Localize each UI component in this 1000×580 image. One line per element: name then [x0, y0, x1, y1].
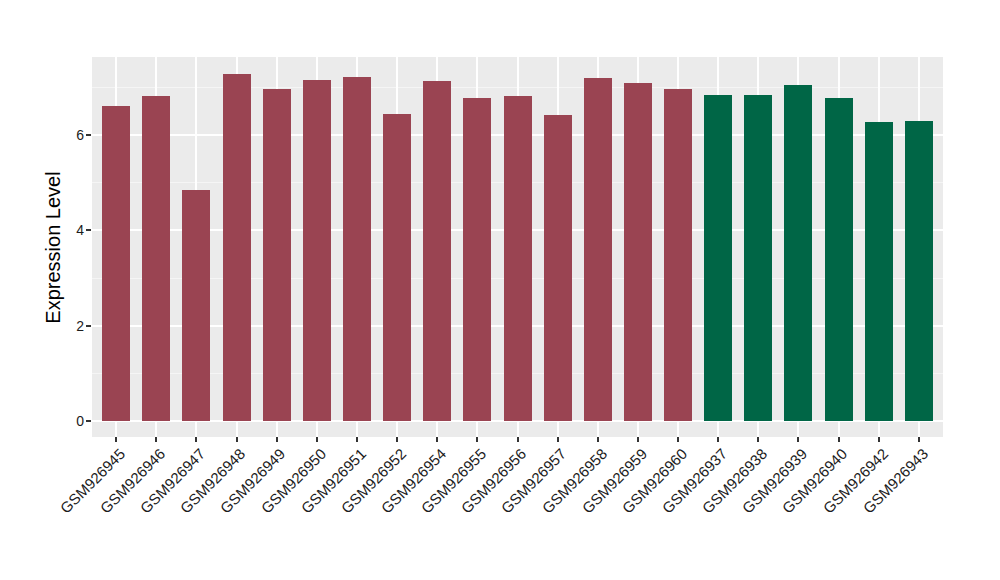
bar-GSM926940	[825, 98, 853, 422]
bar-GSM926939	[784, 85, 812, 422]
bar-GSM926949	[263, 89, 291, 421]
x-tick-mark-GSM926950	[316, 437, 318, 442]
x-tick-mark-GSM926938	[757, 437, 759, 442]
x-tick-mark-GSM926954	[436, 437, 438, 442]
x-tick-mark-GSM926951	[356, 437, 358, 442]
bar-GSM926954	[423, 81, 451, 421]
x-tick-mark-GSM926957	[557, 437, 559, 442]
x-tick-mark-GSM926955	[476, 437, 478, 442]
expression-level-bar-chart: Expression Level 0246 GSM926945GSM926946…	[0, 0, 1000, 580]
bar-GSM926956	[504, 96, 532, 421]
bar-GSM926952	[383, 114, 411, 421]
y-tick-mark-6	[86, 134, 91, 136]
x-tick-mark-GSM926940	[838, 437, 840, 442]
bar-GSM926958	[584, 78, 612, 421]
y-tick-label-2: 2	[76, 318, 84, 334]
y-tick-label-6: 6	[76, 127, 84, 143]
bar-GSM926950	[303, 80, 331, 421]
bar-GSM926960	[664, 89, 692, 421]
bar-GSM926951	[343, 77, 371, 422]
x-tick-mark-GSM926949	[276, 437, 278, 442]
bar-GSM926942	[865, 122, 893, 421]
y-tick-mark-2	[86, 325, 91, 327]
y-tick-label-0: 0	[76, 413, 84, 429]
x-tick-mark-GSM926959	[637, 437, 639, 442]
bar-GSM926959	[624, 83, 652, 421]
y-tick-mark-4	[86, 229, 91, 231]
bar-GSM926957	[544, 115, 572, 421]
x-tick-mark-GSM926952	[396, 437, 398, 442]
x-tick-mark-GSM926943	[918, 437, 920, 442]
bar-GSM926955	[463, 98, 491, 422]
bar-GSM926945	[102, 106, 130, 422]
x-tick-mark-GSM926942	[878, 437, 880, 442]
y-tick-mark-0	[86, 420, 91, 422]
x-tick-mark-GSM926958	[597, 437, 599, 442]
bar-GSM926943	[905, 121, 933, 421]
x-tick-mark-GSM926939	[797, 437, 799, 442]
x-tick-mark-GSM926946	[155, 437, 157, 442]
x-tick-mark-GSM926947	[195, 437, 197, 442]
plot-panel	[92, 57, 943, 437]
y-axis-title-text: Expression Level	[42, 171, 65, 323]
x-tick-mark-GSM926948	[236, 437, 238, 442]
y-tick-label-4: 4	[76, 222, 84, 238]
x-tick-mark-GSM926960	[677, 437, 679, 442]
x-tick-mark-GSM926956	[517, 437, 519, 442]
x-tick-mark-GSM926937	[717, 437, 719, 442]
bar-GSM926938	[744, 95, 772, 422]
bar-GSM926947	[182, 190, 210, 422]
x-tick-mark-GSM926945	[115, 437, 117, 442]
bar-GSM926937	[704, 95, 732, 421]
bar-GSM926946	[142, 96, 170, 422]
bar-GSM926948	[223, 74, 251, 422]
y-axis-title: Expression Level	[40, 57, 66, 437]
